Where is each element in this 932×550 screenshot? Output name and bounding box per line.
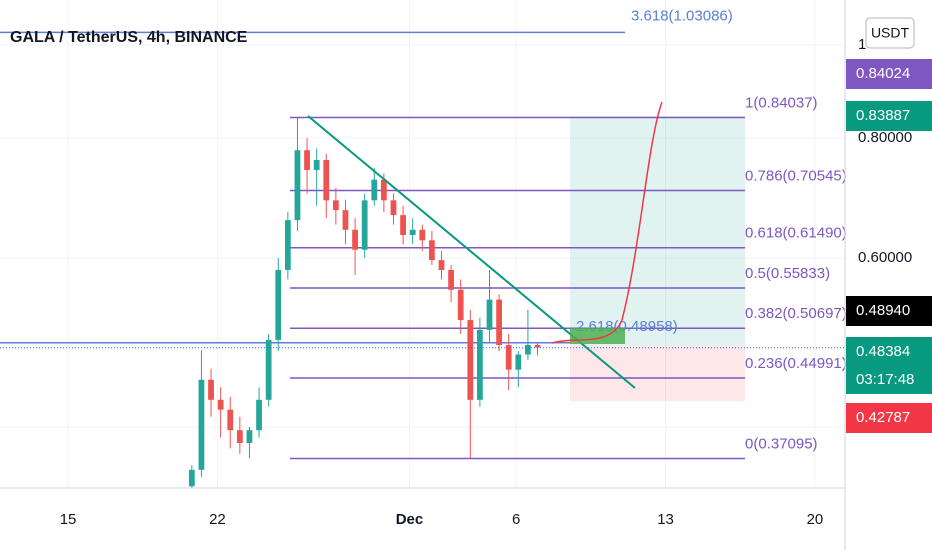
candle-body — [448, 269, 454, 290]
x-tick-label: 6 — [512, 511, 520, 528]
y-tick-label: 1 — [858, 36, 866, 53]
fib-label: 0(0.37095) — [745, 435, 818, 452]
candle-body — [534, 344, 541, 348]
candle-body — [342, 210, 349, 230]
candle-body — [236, 430, 243, 443]
x-tick-label: 15 — [60, 511, 77, 528]
candle-body — [409, 229, 416, 236]
fib-label: 1(0.84037) — [745, 94, 818, 111]
candle-body — [525, 344, 531, 355]
projection-curve — [551, 101, 663, 344]
candle-body — [188, 469, 195, 487]
candle-body — [429, 240, 435, 261]
candle-body — [217, 399, 224, 410]
price-tag — [846, 403, 932, 433]
candle-body — [390, 200, 397, 216]
fib-label: 0.382(0.50697) — [745, 305, 847, 322]
currency-button[interactable] — [865, 17, 915, 49]
price-tag-label: 0.48940 — [856, 302, 910, 319]
grid — [0, 0, 845, 488]
x-tick-label: Dec — [396, 511, 424, 528]
price-tag-label: 0.84024 — [856, 65, 910, 82]
candle-body — [198, 379, 205, 470]
candle-body — [505, 344, 512, 370]
candle-body — [246, 430, 253, 443]
entry-zone — [570, 328, 625, 344]
candle-body — [265, 339, 272, 400]
candle-body — [457, 289, 464, 321]
candle-body — [294, 150, 301, 221]
candle-body — [361, 200, 368, 250]
candle-body — [515, 354, 522, 370]
candle-body — [467, 320, 474, 400]
candle-body — [227, 409, 234, 431]
candle-body — [380, 179, 387, 201]
price-tag — [846, 59, 932, 89]
candle-body — [496, 299, 502, 345]
candle-body — [477, 329, 483, 400]
candle-body — [304, 150, 310, 170]
fib-label: 0.5(0.55833) — [745, 265, 830, 282]
position-loss-zone — [570, 345, 745, 401]
price-tag-label: 0.83887 — [856, 107, 910, 124]
price-tag — [846, 101, 932, 131]
price-tag — [846, 296, 932, 326]
last-price-tag — [846, 337, 932, 394]
candle-body — [284, 220, 291, 270]
candle-body — [371, 179, 378, 201]
chart-title: GALA / TetherUS, 4h, BINANCE — [10, 29, 248, 46]
candle-body — [352, 229, 358, 250]
candles — [188, 117, 541, 488]
x-tick-label: 13 — [657, 511, 674, 528]
overlay-back — [570, 116, 745, 401]
fib-label: 0.236(0.44991) — [745, 355, 847, 372]
candle-body — [400, 215, 406, 236]
last-price-label: 0.48384 — [856, 343, 910, 360]
candle-body — [256, 399, 262, 431]
candle-body — [419, 229, 426, 241]
candle-body — [438, 260, 445, 270]
y-tick-label: 0.80000 — [858, 129, 912, 146]
candle-body — [332, 200, 339, 211]
extension-label: 3.618(1.03086) — [631, 7, 733, 24]
fib-label: 0.618(0.61490) — [745, 225, 847, 242]
x-tick-label: 20 — [807, 511, 824, 528]
currency-label[interactable]: USDT — [871, 25, 910, 41]
y-tick-label: 0.60000 — [858, 249, 912, 266]
candle-body — [486, 299, 493, 330]
candle-body — [313, 159, 320, 170]
candle-body — [275, 269, 282, 340]
candle-body — [323, 159, 330, 201]
countdown-label: 03:17:48 — [856, 371, 914, 388]
fib-levels: 1(0.84037) 0.786(0.70545) 0.618(0.61490) 0.… — [0, 7, 847, 460]
x-tick-label: 22 — [209, 511, 226, 528]
price-tag-label: 0.42787 — [856, 409, 910, 426]
overlay-front — [307, 101, 663, 389]
position-profit-zone — [570, 116, 745, 345]
fib-label: 0.786(0.70545) — [745, 167, 847, 184]
candle-body — [208, 379, 214, 400]
price-tags: 0.84024 0.83887 0.48940 0.42787 0.48384 03:17… — [0, 59, 932, 433]
